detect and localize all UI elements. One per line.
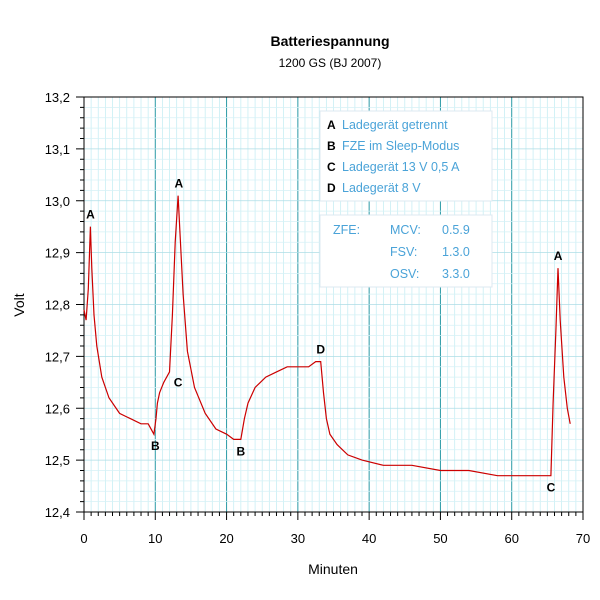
y-tick-label: 13,1 [45, 142, 70, 157]
y-tick-label: 12,8 [45, 298, 70, 313]
x-tick-label: 30 [291, 531, 305, 546]
voltage-series-line [83, 195, 571, 477]
x-tick-label: 0 [80, 531, 87, 546]
legend-box: A Ladegerät getrennt B FZE im Sleep-Modus C L… [319, 110, 493, 202]
info-cell: 0.5.9 [442, 223, 470, 237]
marker-B: B [151, 439, 160, 453]
x-axis-label: Minuten [308, 561, 358, 577]
legend-key: C [327, 160, 336, 174]
legend-text: Ladegerät 13 V 0,5 A [342, 160, 460, 174]
marker-B: B [236, 444, 245, 458]
x-tick-label: 20 [219, 531, 233, 546]
y-axis: 12,4 12,5 12,6 12,7 12,8 12,9 13,0 13,1 13,2 [45, 90, 84, 520]
marker-C: C [547, 481, 556, 495]
y-tick-label: 13,2 [45, 90, 70, 105]
x-tick-label: 50 [433, 531, 447, 546]
legend-key: B [327, 139, 336, 153]
info-cell: OSV: [390, 267, 419, 281]
x-axis: 0 10 20 30 40 50 60 70 [80, 512, 590, 546]
marker-D: D [316, 343, 325, 357]
legend-text: FZE im Sleep-Modus [342, 139, 459, 153]
event-markers: A A A B B C C D [86, 177, 563, 495]
x-tick-label: 40 [362, 531, 376, 546]
x-tick-label: 10 [148, 531, 162, 546]
legend-text: Ladegerät 8 V [342, 181, 421, 195]
chart-subtitle: 1200 GS (BJ 2007) [279, 56, 382, 70]
legend-key: A [327, 118, 336, 132]
grid [84, 97, 583, 512]
y-tick-label: 12,5 [45, 453, 70, 468]
marker-A: A [174, 177, 183, 191]
y-tick-label: 12,6 [45, 401, 70, 416]
legend-key: D [327, 181, 336, 195]
marker-A: A [554, 249, 563, 263]
info-box-background [319, 214, 493, 288]
info-cell: MCV: [390, 223, 421, 237]
y-axis-label: Volt [11, 293, 27, 316]
info-cell: FSV: [390, 245, 417, 259]
y-tick-label: 12,7 [45, 349, 70, 364]
x-tick-label: 60 [504, 531, 518, 546]
y-tick-label: 13,0 [45, 194, 70, 209]
chart-title: Batteriespannung [270, 33, 389, 49]
y-tick-label: 12,4 [45, 505, 70, 520]
y-tick-label: 12,9 [45, 246, 70, 261]
info-cell: 3.3.0 [442, 267, 470, 281]
legend-text: Ladegerät getrennt [342, 118, 448, 132]
info-box: ZFE: MCV: 0.5.9 FSV: 1.3.0 OSV: 3.3.0 [319, 214, 493, 288]
marker-C: C [174, 375, 183, 389]
info-cell: ZFE: [333, 223, 360, 237]
legend-background [319, 110, 493, 202]
marker-A: A [86, 208, 95, 222]
info-cell: 1.3.0 [442, 245, 470, 259]
x-tick-label: 70 [576, 531, 590, 546]
